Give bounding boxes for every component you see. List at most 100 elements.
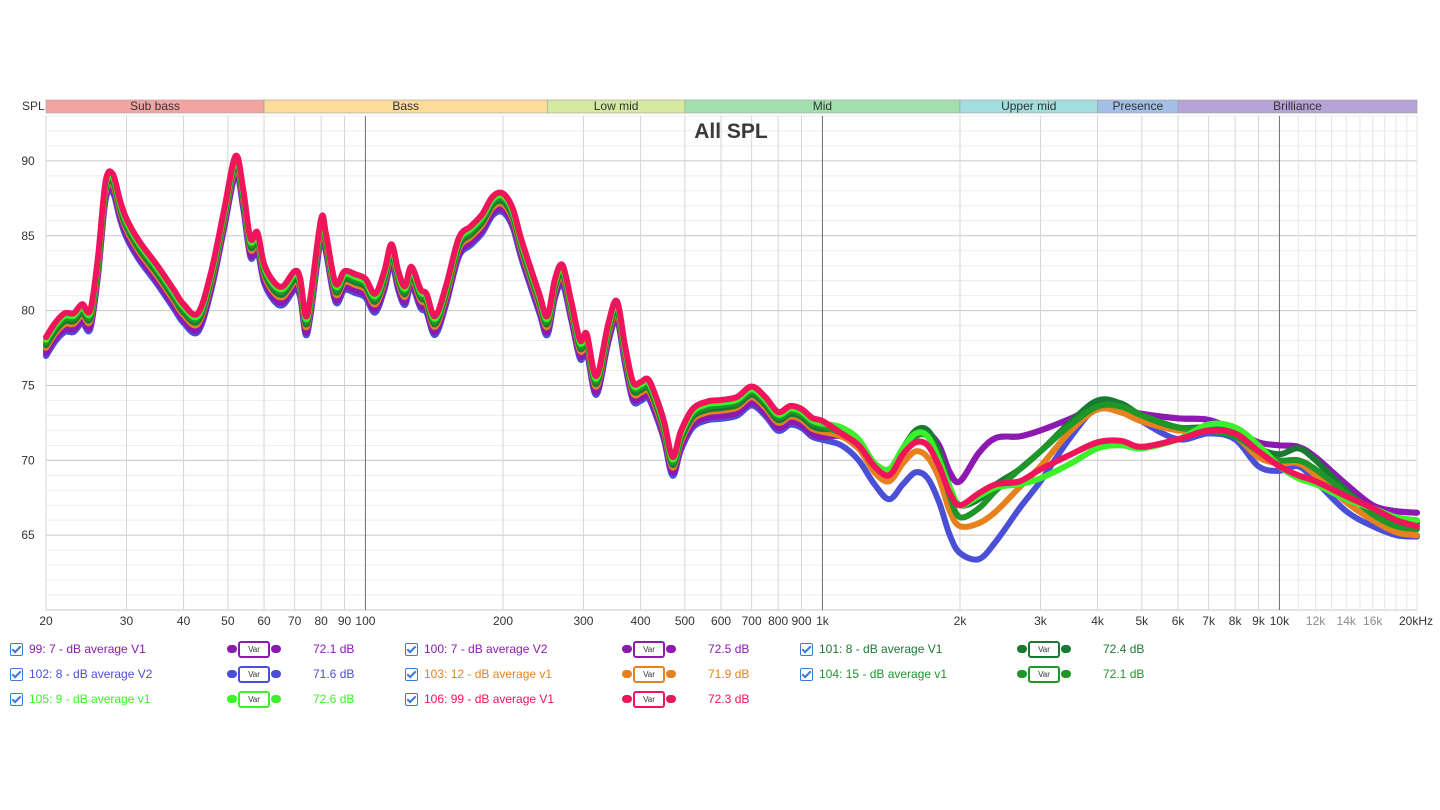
series-line [43,152,1420,530]
legend-item-name: 106: 99 - dB average V1 [424,692,555,706]
y-tick-label: 80 [21,304,35,318]
checkbox-icon[interactable] [800,642,813,656]
legend-item-value: 71.9 dB [708,667,750,681]
x-tick-label: 20 [39,614,53,628]
y-tick-label: 70 [21,453,35,467]
y-axis-label: SPL [22,99,45,113]
x-tick-label: 300 [573,614,593,628]
legend-item-name: 100: 7 - dB average V2 [424,642,548,656]
x-tick-label: 100 [355,614,375,628]
x-tick-label: 8k [1229,614,1243,628]
var-label: Var [1028,640,1060,658]
band-label: Upper mid [1001,99,1056,113]
legend-item[interactable]: 106: 99 - dB average V1 Var 72.3 dB [405,688,768,710]
x-tick-label: 900 [792,614,812,628]
x-tick-label: 1k [816,614,830,628]
band-label: Brilliance [1273,99,1322,113]
x-tick-label: 3k [1034,614,1048,628]
legend-item[interactable]: 99: 7 - dB average V1 Var 72.1 dB [10,638,373,660]
band-label: Low mid [594,99,639,113]
chart-title: All SPL [694,120,768,143]
y-tick-label: 90 [21,154,35,168]
legend: 99: 7 - dB average V1 Var 72.1 dB 102: 8… [0,636,1440,716]
band [1177,99,1418,114]
var-toggle[interactable]: Var [622,665,676,683]
band-label: Presence [1112,99,1163,113]
var-label: Var [633,690,665,708]
legend-item-value: 72.1 dB [313,642,355,656]
y-tick-label: 65 [21,528,35,542]
x-tick-label: 60 [257,614,271,628]
legend-item-value: 72.6 dB [313,692,355,706]
var-toggle[interactable]: Var [622,640,676,658]
band-label: Bass [392,99,419,113]
x-tick-label: 5k [1136,614,1150,628]
legend-item[interactable]: 102: 8 - dB average V2 Var 71.6 dB [10,663,373,685]
plot-area [45,115,1418,611]
x-tick-label: 200 [493,614,513,628]
legend-item[interactable]: 101: 8 - dB average V1 Var 72.4 dB [800,638,1163,660]
var-toggle[interactable]: Var [227,665,281,683]
legend-item-value: 72.4 dB [1103,642,1145,656]
band-label: Sub bass [130,99,180,113]
x-tick-label: 80 [314,614,328,628]
legend-item-name: 103: 12 - dB average v1 [424,667,553,681]
legend-item[interactable]: 103: 12 - dB average v1 Var 71.9 dB [405,663,768,685]
var-toggle[interactable]: Var [1017,640,1071,658]
x-tick-label: 500 [675,614,695,628]
x-tick-label: 4k [1091,614,1105,628]
x-tick-label: 90 [338,614,352,628]
x-tick-label: 40 [177,614,191,628]
var-toggle[interactable]: Var [622,690,676,708]
var-label: Var [238,690,270,708]
legend-item-value: 72.5 dB [708,642,750,656]
legend-item-value: 72.1 dB [1103,667,1145,681]
x-tick-label: 700 [742,614,762,628]
legend-item-name: 101: 8 - dB average V1 [819,642,943,656]
x-tick-label: 800 [768,614,788,628]
var-toggle[interactable]: Var [1017,665,1071,683]
x-tick-label: 16k [1363,614,1383,628]
x-tick-label: 50 [221,614,235,628]
x-tick-label: 9k [1252,614,1266,628]
checkbox-icon[interactable] [405,667,418,681]
x-tick-label: 20kHz [1399,614,1433,628]
x-tick-label: 30 [120,614,134,628]
var-label: Var [633,665,665,683]
checkbox-icon[interactable] [10,667,23,681]
x-tick-label: 14k [1337,614,1357,628]
y-tick-label: 75 [21,378,35,392]
checkbox-icon[interactable] [800,667,813,681]
x-tick-label: 70 [288,614,302,628]
var-toggle[interactable]: Var [227,690,281,708]
var-toggle[interactable]: Var [227,640,281,658]
var-label: Var [1028,665,1060,683]
legend-item-value: 71.6 dB [313,667,355,681]
legend-item[interactable]: 100: 7 - dB average V2 Var 72.5 dB [405,638,768,660]
var-label: Var [238,665,270,683]
checkbox-icon[interactable] [10,642,23,656]
legend-item[interactable]: 104: 15 - dB average v1 Var 72.1 dB [800,663,1163,685]
x-tick-label: 10k [1270,614,1290,628]
var-label: Var [633,640,665,658]
x-tick-label: 400 [631,614,651,628]
legend-item-value: 72.3 dB [708,692,750,706]
x-tick-label: 600 [711,614,731,628]
checkbox-icon[interactable] [405,642,418,656]
legend-item-name: 99: 7 - dB average V1 [29,642,146,656]
legend-item-name: 102: 8 - dB average V2 [29,667,153,681]
checkbox-icon[interactable] [405,692,418,706]
x-tick-label: 7k [1202,614,1216,628]
checkbox-icon[interactable] [10,692,23,706]
x-tick-label: 12k [1306,614,1326,628]
band-label: Mid [813,99,832,113]
spl-chart-svg: Sub bass Bass Low mid Mid Upper mid Presence B… [21,99,1433,628]
var-label: Var [238,640,270,658]
spl-chart: Sub bass Bass Low mid Mid Upper mid Presence B… [21,99,1433,628]
x-tick-label: 6k [1172,614,1186,628]
x-tick-label: 2k [954,614,968,628]
legend-item-name: 104: 15 - dB average v1 [819,667,948,681]
y-tick-label: 85 [21,229,35,243]
legend-item[interactable]: 105: 9 - dB average v1 Var 72.6 dB [10,688,373,710]
legend-item-name: 105: 9 - dB average v1 [29,692,151,706]
